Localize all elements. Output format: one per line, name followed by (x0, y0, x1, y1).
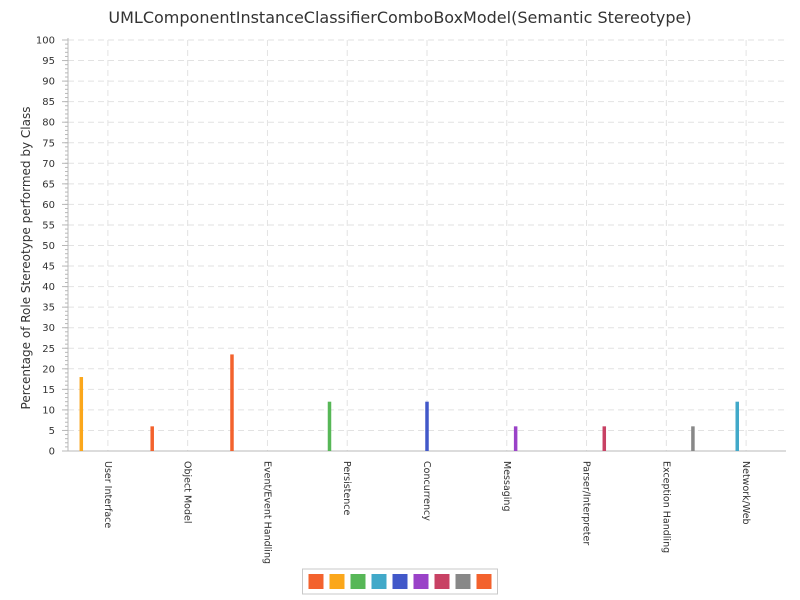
y-tick-label: 35 (42, 303, 55, 314)
legend (302, 568, 498, 595)
y-tick-label: 0 (49, 447, 55, 458)
y-tick-label: 40 (42, 282, 55, 293)
x-category-label: Parser/Interpreter (581, 461, 592, 545)
category-labels: User Interface Object Model Event/Event Ha… (102, 461, 751, 564)
bar[interactable] (230, 354, 234, 451)
bar[interactable] (425, 401, 429, 451)
y-tick-label: 15 (42, 385, 55, 396)
bar[interactable] (735, 401, 739, 451)
y-tick-label: 60 (42, 200, 55, 211)
x-category-label: Object Model (182, 461, 193, 523)
bar[interactable] (691, 426, 695, 451)
legend-swatch[interactable] (413, 574, 429, 589)
y-tick-label: 100 (36, 36, 55, 47)
grid (68, 39, 786, 451)
x-category-label: Network/Web (740, 461, 751, 525)
y-tick-label: 65 (42, 179, 55, 190)
legend-swatch[interactable] (329, 574, 345, 589)
x-category-label: Event/Event Handling (261, 461, 272, 564)
bar[interactable] (150, 426, 154, 451)
bar[interactable] (79, 377, 84, 451)
x-category-label: Concurrency (421, 461, 432, 521)
bar[interactable] (513, 426, 518, 451)
legend-swatch[interactable] (476, 574, 492, 589)
y-tick-label: 95 (42, 56, 55, 67)
y-tick-label: 45 (42, 262, 55, 273)
y-tick-labels: 0 5 10 15 20 25 30 35 40 45 50 55 60 65 70 75 80 85 90 95 10… (36, 36, 55, 458)
y-tick-label: 55 (42, 220, 55, 231)
y-tick-label: 80 (42, 118, 55, 129)
y-tick-label: 85 (42, 97, 55, 108)
legend-swatch[interactable] (308, 574, 324, 589)
y-tick-label: 30 (42, 323, 55, 334)
legend-swatch[interactable] (434, 574, 450, 589)
y-tick-label: 20 (42, 364, 55, 375)
legend-swatch[interactable] (350, 574, 366, 589)
x-category-label: User Interface (102, 461, 113, 528)
x-category-label: Messaging (501, 461, 512, 511)
y-tick-label: 70 (42, 159, 55, 170)
y-tick-label: 10 (42, 405, 55, 416)
legend-swatch[interactable] (392, 574, 408, 589)
chart-title: UMLComponentInstanceClassifierComboBoxMo… (108, 8, 691, 27)
legend-swatch[interactable] (371, 574, 387, 589)
bar[interactable] (327, 401, 332, 451)
y-axis-label: Percentage of Role Stereotype performed … (19, 107, 33, 410)
y-tick-label: 75 (42, 138, 55, 149)
y-tick-label: 50 (42, 241, 55, 252)
y-tick-label: 25 (42, 344, 55, 355)
y-tick-label: 5 (49, 426, 55, 437)
bars (79, 354, 739, 451)
legend-swatch[interactable] (455, 574, 471, 589)
bar[interactable] (602, 426, 607, 451)
x-category-label: Persistence (341, 461, 352, 515)
y-tick-label: 90 (42, 77, 55, 88)
x-category-label: Exception Handling (660, 461, 671, 553)
